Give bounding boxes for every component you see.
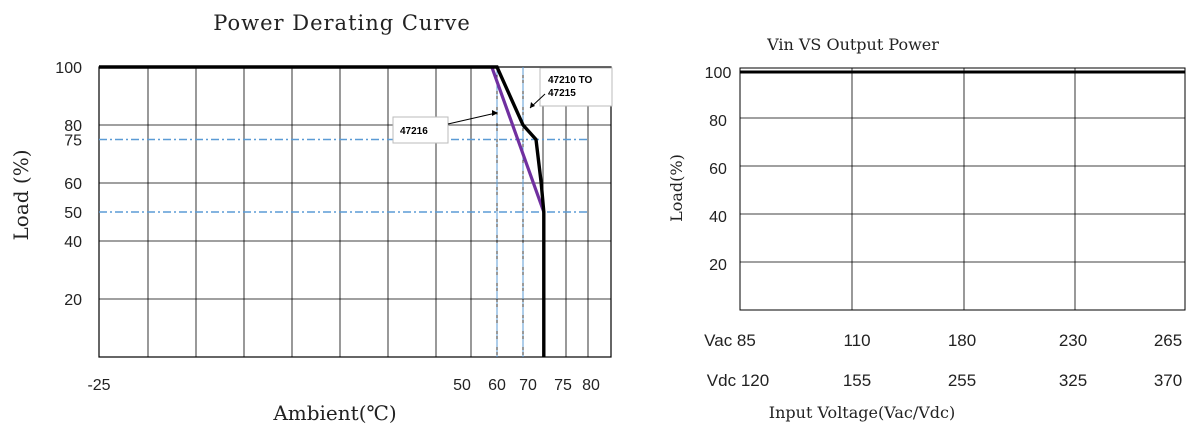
x-tick-label-vac: 180 bbox=[948, 331, 976, 350]
legend-label-47216: 47216 bbox=[400, 126, 428, 137]
legend-label-47210-47215: 47210 TO 47215 bbox=[548, 75, 593, 99]
grid bbox=[739, 67, 1186, 311]
y-tick-label: 80 bbox=[64, 118, 82, 135]
x-tick-label: 50 bbox=[453, 377, 471, 394]
x-tick-label-vdc: 255 bbox=[948, 371, 976, 390]
x-tick-label-vdc: 325 bbox=[1059, 371, 1087, 390]
x-tick-label-vac: 265 bbox=[1154, 331, 1182, 350]
y-tick-label: 60 bbox=[709, 161, 727, 178]
y-tick-label: 20 bbox=[64, 292, 82, 309]
series-line-47210-47215 bbox=[99, 65, 546, 357]
y-tick-label: 60 bbox=[64, 176, 82, 193]
x-tick-label-vdc: 155 bbox=[843, 371, 871, 390]
x-tick-labels: -25 50 60 70 75 80 bbox=[87, 377, 600, 394]
series-lines bbox=[99, 65, 546, 357]
y-tick-label: 80 bbox=[709, 113, 727, 130]
x-tick-label-vac: Vac 85 bbox=[704, 331, 756, 350]
callout-47210-47215: 47210 TO 47215 bbox=[529, 67, 613, 109]
vin-vs-output-power-chart: Vin VS Output Power 100 80 60 40 20 Vac 85 11… bbox=[630, 0, 1195, 425]
y-axis-label: Load (%) bbox=[9, 149, 33, 240]
callout-47216: 47216 bbox=[392, 110, 498, 144]
x-tick-label-vac: 110 bbox=[843, 331, 870, 350]
y-tick-label: 50 bbox=[64, 205, 82, 222]
x-tick-label: 75 bbox=[554, 377, 572, 394]
y-tick-label: 20 bbox=[709, 257, 727, 274]
reference-lines bbox=[99, 67, 590, 357]
y-tick-label: 75 bbox=[64, 133, 82, 150]
x-axis-label: Ambient(℃) bbox=[272, 401, 396, 425]
x-tick-label: -25 bbox=[87, 377, 110, 394]
y-axis-label: Load(%) bbox=[667, 154, 686, 222]
x-tick-label: 70 bbox=[519, 377, 537, 394]
x-tick-label: 80 bbox=[582, 377, 600, 394]
x-axis-label: Input Voltage(Vac/Vdc) bbox=[769, 403, 955, 422]
y-tick-label: 40 bbox=[64, 234, 82, 251]
y-tick-label: 100 bbox=[55, 60, 82, 77]
y-tick-label: 100 bbox=[705, 65, 732, 82]
series-line-47216 bbox=[490, 66, 546, 213]
chart-title: Vin VS Output Power bbox=[766, 35, 939, 54]
x-tick-label-vdc: 370 bbox=[1154, 371, 1182, 390]
y-tick-label: 40 bbox=[709, 209, 727, 226]
x-tick-label-vdc: Vdc 120 bbox=[707, 371, 769, 390]
x-tick-label-vac: 230 bbox=[1059, 331, 1087, 350]
power-derating-chart: Power Derating Curve 100 80 75 60 50 40 20 -25… bbox=[9, 11, 613, 425]
chart-title: Power Derating Curve bbox=[213, 11, 471, 35]
x-tick-labels: Vac 85 110 180 230 265 Vdc 120 155 255 325 370 bbox=[704, 331, 1182, 390]
y-tick-labels: 100 80 60 40 20 bbox=[705, 65, 732, 274]
x-tick-label: 60 bbox=[488, 377, 506, 394]
